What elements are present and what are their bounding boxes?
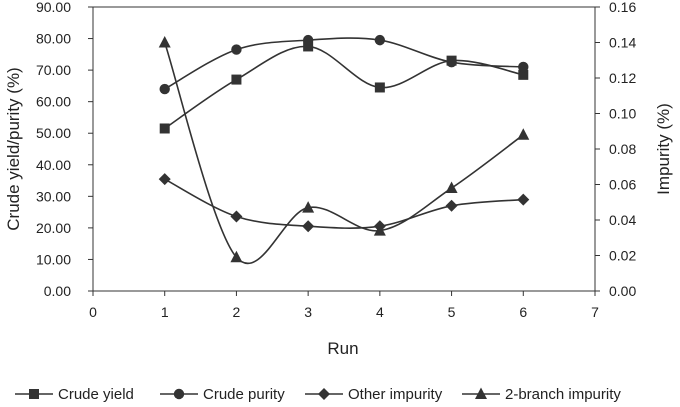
y-right-tick-label: 0.04 (609, 212, 636, 228)
x-tick-labels: 0 1 2 3 4 5 6 7 (89, 291, 599, 320)
legend-label: Crude purity (203, 386, 285, 403)
y-right-tick-label: 0.14 (609, 35, 636, 51)
other-impurity-series (158, 173, 530, 233)
legend-item-crude-yield: Crude yield (15, 386, 134, 403)
legend-label: Other impurity (348, 386, 443, 403)
x-tick-label: 0 (89, 304, 97, 320)
other-impurity-point (517, 193, 530, 206)
crude-yield-point (374, 82, 385, 93)
crude-purity-point (302, 34, 314, 46)
x-tick-label: 7 (591, 304, 599, 320)
crude-yield-line (164, 45, 524, 130)
y-left-tick-label: 10.00 (36, 251, 71, 267)
crude-yield-point (303, 41, 314, 52)
x-tick-label: 5 (448, 304, 456, 320)
x-tick-label: 1 (161, 304, 169, 320)
crude-yield-point (518, 69, 529, 80)
y-left-axis-title: Crude yield/purity (%) (4, 67, 23, 230)
y-right-axis-title: Impurity (%) (654, 103, 673, 195)
y-left-tick-label: 70.00 (36, 62, 71, 78)
series-group (158, 34, 530, 265)
y-right-tick-label: 0.02 (609, 248, 636, 264)
y-left-tick-label: 0.00 (44, 283, 71, 299)
x-tick-label: 4 (376, 304, 384, 320)
y-right-tick-label: 0.10 (609, 106, 636, 122)
y-right-tick-label: 0.00 (609, 283, 636, 299)
y-left-tick-label: 30.00 (36, 188, 71, 204)
legend: Crude yield Crude purity Other impurity 2-b… (15, 386, 621, 403)
legend-marker (29, 389, 39, 399)
y-right-tick-label: 0.12 (609, 70, 636, 86)
y-right-tick-label: 0.06 (609, 177, 636, 193)
2-branch-impurity-line (163, 42, 524, 265)
legend-marker (318, 388, 330, 400)
y-left-tick-labels: 0.00 10.00 20.00 30.00 40.00 50.00 60.00 70.00 8… (36, 0, 93, 299)
crude-yield-series (159, 41, 529, 134)
y-left-tick-label: 60.00 (36, 94, 71, 110)
2-branch-impurity-point (230, 250, 243, 263)
2-branch-impurity-point (373, 224, 386, 236)
legend-marker (173, 388, 185, 400)
y-left-tick-label: 40.00 (36, 157, 71, 173)
crude-purity-point (231, 44, 242, 55)
2-branch-impurity-point (517, 128, 530, 140)
other-impurity-point (302, 220, 315, 233)
crude-purity-point (374, 34, 386, 46)
x-axis-title: Run (327, 339, 358, 358)
crude-purity-line (164, 37, 524, 90)
y-left-tick-label: 50.00 (36, 125, 71, 141)
y-right-tick-label: 0.08 (609, 141, 636, 157)
other-impurity-point (158, 173, 171, 186)
x-tick-label: 6 (519, 304, 527, 320)
plot-frame (92, 6, 596, 292)
crude-purity-series (159, 34, 529, 95)
2-branch-impurity-point (302, 201, 315, 213)
crude-purity-point (518, 61, 529, 73)
legend-label: Crude yield (58, 386, 134, 403)
x-tick-label: 3 (304, 304, 312, 320)
y-right-tick-labels: 0.00 0.02 0.04 0.06 0.08 0.10 0.12 0.14 0.16 (595, 0, 636, 299)
legend-label: 2-branch impurity (505, 386, 621, 403)
other-impurity-point (445, 199, 458, 212)
other-impurity-point (230, 210, 243, 223)
crude-purity-point (159, 83, 170, 95)
crude-yield-point (231, 74, 242, 85)
legend-item-crude-purity: Crude purity (160, 386, 285, 403)
y-right-tick-label: 0.16 (609, 0, 636, 15)
y-left-tick-label: 20.00 (36, 220, 71, 236)
x-tick-label: 2 (233, 304, 241, 320)
2-branch-impurity-point (445, 181, 458, 194)
legend-marker (475, 387, 487, 399)
crude-purity-point (446, 57, 457, 68)
y-left-tick-label: 90.00 (36, 0, 71, 15)
legend-item-other-impurity: Other impurity (305, 386, 443, 403)
2-branch-impurity-point (158, 36, 171, 48)
2-branch-impurity-series (158, 36, 530, 265)
y-left-tick-label: 80.00 (36, 31, 71, 47)
legend-item-2-branch-impurity: 2-branch impurity (462, 386, 621, 403)
crude-yield-point (159, 123, 170, 134)
other-impurity-line (164, 178, 524, 229)
